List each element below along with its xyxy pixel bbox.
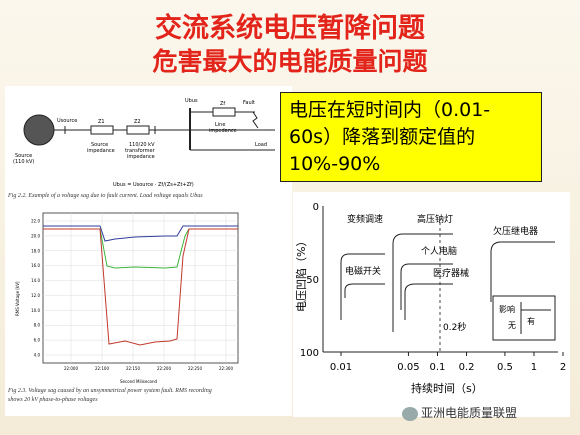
source-symbol bbox=[23, 114, 55, 146]
sag-ytick: 14.0 bbox=[31, 278, 40, 283]
slide-title-line1: 交流系统电压暂降问题 bbox=[155, 13, 425, 44]
tol-ytick: 50 bbox=[306, 275, 319, 286]
watermark-text: 亚洲电能质量联盟 bbox=[421, 406, 518, 420]
sag-curve-red bbox=[43, 228, 238, 346]
z2-box bbox=[126, 125, 150, 135]
curve-hps-lamp bbox=[392, 233, 453, 332]
z1-box bbox=[90, 125, 114, 135]
formula: Ubus = Usource · Zf/(Zs+Zt+Zf) bbox=[113, 182, 194, 188]
transformer-label-2: transformer bbox=[125, 148, 156, 154]
sag-ytick: 8.0 bbox=[34, 323, 41, 328]
label-pc: 个人电脑 bbox=[421, 245, 457, 257]
sag-ytick: 18.0 bbox=[31, 248, 40, 253]
circuit-and-sag-figure: Source (110 kV) Usource Z1 Z2 Zf Source … bbox=[13, 98, 275, 384]
sag-ytick: 10.0 bbox=[31, 308, 40, 313]
sag-xtick: 22:300 bbox=[219, 366, 234, 371]
sag-ytick: 4.0 bbox=[34, 353, 41, 358]
transformer-label-1: 110/20 kV bbox=[129, 142, 155, 148]
tol-y-ticks: 0 50 100 bbox=[300, 202, 319, 359]
tol-xtick: 0.01 bbox=[330, 362, 352, 373]
source-impedance-label-2: impedance bbox=[87, 148, 115, 154]
tol-xlabel: 持续时间（s） bbox=[411, 381, 483, 395]
fig22-caption: Fig 2.2. Example of a voltage sag due to… bbox=[8, 193, 203, 199]
legend-none: 无 bbox=[508, 321, 516, 330]
sag-curve-green bbox=[43, 228, 238, 269]
tol-xtick: 0.5 bbox=[497, 362, 513, 373]
definition-callout: 电压在短时间内（0.01- 60s）降落到额定值的 10%-90% bbox=[280, 92, 542, 182]
fault-bolt-icon bbox=[252, 111, 259, 129]
callout-line3: 10%-90% bbox=[289, 153, 381, 175]
tol-ylabel: 电压凹陷（%） bbox=[294, 236, 308, 312]
curve-medical bbox=[404, 283, 453, 320]
label-inverter: 变频调速 bbox=[347, 213, 383, 225]
curve-pc bbox=[400, 263, 453, 310]
wechat-icon bbox=[402, 406, 418, 421]
tolerance-chart: 0 50 100 0.01 0.05 0.1 0.2 0.5 1 2 电压凹陷（%） 持续时间（… bbox=[294, 202, 566, 395]
label-contactor: 电磁开关 bbox=[345, 265, 381, 277]
sag-curve-blue bbox=[43, 225, 238, 242]
load-label: Load bbox=[255, 142, 267, 148]
fault-label: Fault bbox=[243, 100, 255, 106]
tol-xtick: 0.2 bbox=[459, 362, 475, 373]
sag-ytick: 16.0 bbox=[31, 263, 40, 268]
tol-ytick: 0 bbox=[313, 202, 319, 213]
line-impedance-label-2: impedance bbox=[209, 128, 237, 134]
z2-label: Z2 bbox=[134, 119, 141, 125]
sag-xtick: 22:100 bbox=[95, 366, 110, 371]
tol-xtick: 2 bbox=[560, 362, 566, 373]
sag-x-ticks: 22:000 22:100 22:150 22:200 22:250 22:300 bbox=[64, 366, 234, 371]
line-impedance-label-1: Line bbox=[215, 122, 225, 128]
tolerance-chart-panel: 0 50 100 0.01 0.05 0.1 0.2 0.5 1 2 电压凹陷（%） 持续时间（… bbox=[293, 192, 570, 417]
tol-ytick: 100 bbox=[300, 348, 319, 359]
source-impedance-label-1: Source bbox=[91, 142, 108, 148]
callout-line1: 电压在短时间内（0.01- bbox=[289, 99, 491, 121]
tol-x-ticks: 0.01 0.05 0.1 0.2 0.5 1 2 bbox=[330, 352, 566, 373]
slide-title-line2: 危害最大的电能质量问题 bbox=[152, 47, 428, 76]
sag-grid bbox=[43, 213, 238, 363]
z1-label: Z1 bbox=[98, 119, 105, 125]
u-bus-label: Ubus bbox=[185, 98, 198, 104]
callout-line2: 60s）降落到额定值的 bbox=[289, 126, 476, 148]
source-kv: (110 kV) bbox=[13, 159, 34, 165]
fig23-caption-1: Fig 2.3. Voltage sag caused by an unsymm… bbox=[8, 388, 212, 394]
sag-xtick: 22:150 bbox=[126, 366, 141, 371]
fig23-caption-2: shows 20 kV phase-to-phase voltages bbox=[8, 397, 98, 403]
affect-legend: 影响 无 有 bbox=[492, 295, 556, 341]
legend-have: 有 bbox=[527, 316, 535, 326]
tol-xtick: 1 bbox=[531, 362, 537, 373]
sag-xtick: 22:250 bbox=[188, 366, 203, 371]
sag-ytick: 6.0 bbox=[34, 338, 41, 343]
sag-ytick: 22.0 bbox=[31, 219, 40, 224]
left-figure-panel: Source (110 kV) Usource Z1 Z2 Zf Source … bbox=[5, 86, 292, 416]
sag-y-ticks: 22.0 20.0 18.0 16.0 14.0 12.0 10.0 8.0 6.0 4.0 bbox=[31, 219, 40, 358]
label-hps-lamp: 高压钠灯 bbox=[417, 213, 453, 225]
sag-xtick: 22:200 bbox=[157, 366, 172, 371]
sag-plot: 22.0 20.0 18.0 16.0 14.0 12.0 10.0 8.0 6.0 4.0 22… bbox=[15, 212, 239, 384]
curve-undervoltage-relay bbox=[490, 241, 555, 302]
tol-xtick: 0.05 bbox=[397, 362, 419, 373]
curve-inverter bbox=[340, 253, 385, 320]
sag-xlabel: Second Milisecond bbox=[120, 379, 158, 384]
sag-ytick: 12.0 bbox=[31, 293, 40, 298]
label-undervoltage-relay: 欠压继电器 bbox=[493, 225, 538, 237]
annotation-02s: 0.2秒 bbox=[443, 321, 466, 333]
u-source-label: Usource bbox=[57, 118, 77, 124]
label-medical: 医疗器械 bbox=[433, 267, 469, 279]
zf-box bbox=[212, 107, 236, 117]
sag-xtick: 22:000 bbox=[64, 366, 79, 371]
sag-ylabel: RMS Voltage [kV] bbox=[15, 281, 20, 316]
transformer-label-3: impedance bbox=[127, 154, 155, 160]
watermark: 亚洲电能质量联盟 bbox=[402, 404, 517, 421]
tol-xtick: 0.1 bbox=[430, 362, 446, 373]
legend-affect: 影响 bbox=[499, 304, 515, 314]
zf-label: Zf bbox=[220, 101, 225, 107]
source-label: Source bbox=[15, 153, 32, 159]
sag-ytick: 20.0 bbox=[31, 233, 40, 238]
curve-contactor bbox=[344, 283, 385, 298]
